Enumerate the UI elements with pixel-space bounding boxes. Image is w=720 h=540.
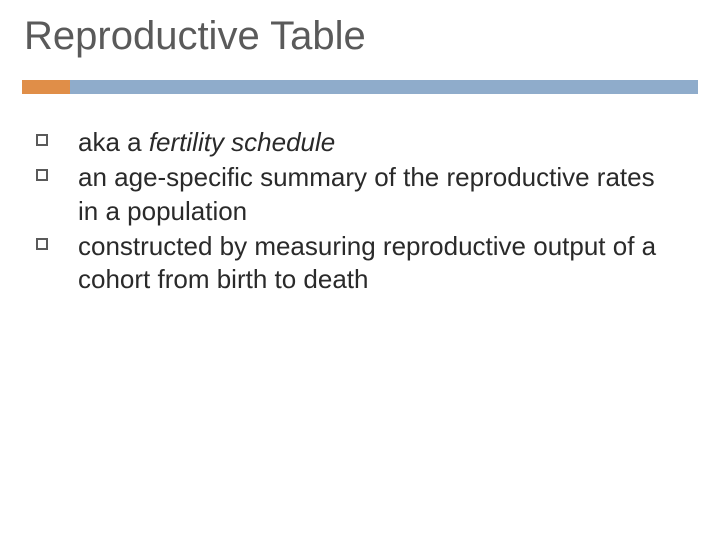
slide-body: aka a fertility schedule an age-specific…: [36, 126, 676, 298]
divider-accent: [22, 80, 70, 94]
list-item: aka a fertility schedule: [36, 126, 676, 159]
list-item: constructed by measuring reproductive ou…: [36, 230, 676, 297]
title-text: Reproductive Table: [24, 14, 366, 58]
divider-main: [70, 80, 698, 94]
list-item: an age-specific summary of the reproduct…: [36, 161, 676, 228]
title-divider: [22, 80, 698, 94]
bullet-text-prefix: aka a: [78, 127, 149, 157]
bullet-text-prefix: an age-specific summary of the reproduct…: [78, 162, 655, 225]
bullet-marker: [36, 134, 48, 146]
bullet-marker: [36, 169, 48, 181]
bullet-text-prefix: constructed by measuring reproductive ou…: [78, 231, 656, 294]
bullet-list: aka a fertility schedule an age-specific…: [36, 126, 676, 296]
slide: Reproductive Table aka a fertility sched…: [0, 0, 720, 540]
slide-title: Reproductive Table: [24, 14, 366, 59]
bullet-marker: [36, 238, 48, 250]
bullet-text-italic: fertility schedule: [149, 127, 335, 157]
